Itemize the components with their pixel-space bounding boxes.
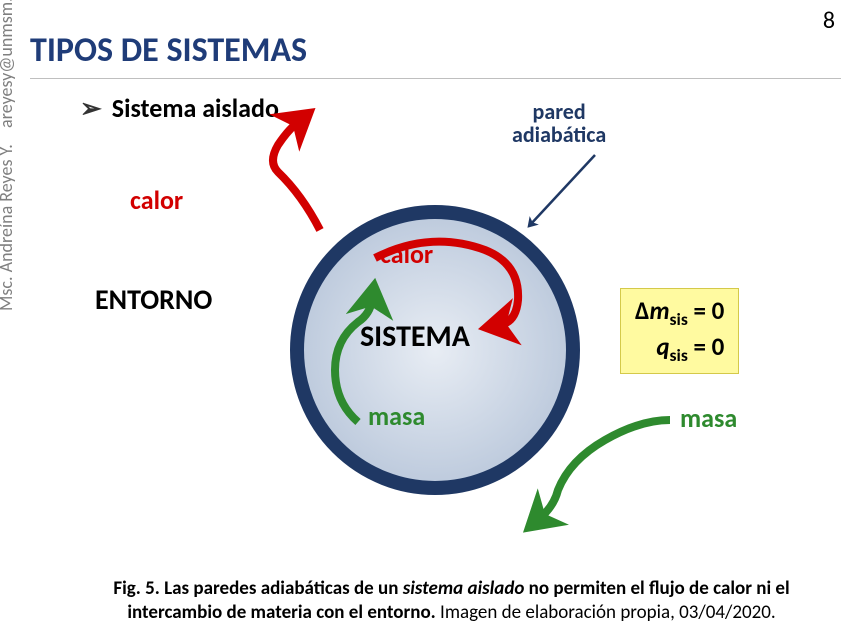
caption-italic: sistema aislado xyxy=(403,577,525,600)
caption-lead: Fig. 5. Las paredes adiabáticas de un xyxy=(113,577,402,600)
caption-plain: Imagen de elaboración propia, 03/04/2020… xyxy=(436,601,776,624)
eq-sub1: sis xyxy=(670,308,688,330)
label-calor-in: calor xyxy=(380,238,433,270)
label-calor-out: calor xyxy=(130,184,183,216)
label-pared: pared adiabática xyxy=(512,100,606,146)
figure-caption: Fig. 5. Las paredes adiabáticas de un si… xyxy=(90,577,813,626)
equation-line-2: qsis = 0 xyxy=(635,331,724,367)
eq-delta: Δ xyxy=(635,295,649,326)
equation-box: Δmsis = 0 qsis = 0 xyxy=(620,288,739,374)
author-email: areyesy@unmsm.edu.pe xyxy=(0,0,17,128)
author-name: Msc. Andreína Reyes Y. xyxy=(0,144,17,311)
eq-rest2: = 0 xyxy=(688,331,724,362)
author-credit: Msc. Andreína Reyes Y. areyesy@unmsm.edu… xyxy=(0,0,17,311)
label-pared-line2: adiabática xyxy=(512,121,606,148)
page-number: 8 xyxy=(823,6,835,35)
label-sistema: SISTEMA xyxy=(360,318,470,355)
label-entorno: ENTORNO xyxy=(95,282,212,317)
label-masa-out: masa xyxy=(680,402,737,434)
arrow-masa-out xyxy=(540,420,670,518)
arrow-calor-out xyxy=(273,122,320,230)
eq-var1: m xyxy=(649,295,669,326)
eq-var2: q xyxy=(656,331,669,362)
eq-rest1: = 0 xyxy=(688,295,724,326)
equation-line-1: Δmsis = 0 xyxy=(635,295,724,331)
arrow-pared xyxy=(530,155,595,225)
slide: 8 TIPOS DE SISTEMAS Msc. Andreína Reyes … xyxy=(0,0,853,640)
slide-title: TIPOS DE SISTEMAS xyxy=(30,30,307,71)
label-masa-in: masa xyxy=(368,400,425,432)
title-underline xyxy=(30,78,841,79)
eq-sub2: sis xyxy=(670,344,688,366)
